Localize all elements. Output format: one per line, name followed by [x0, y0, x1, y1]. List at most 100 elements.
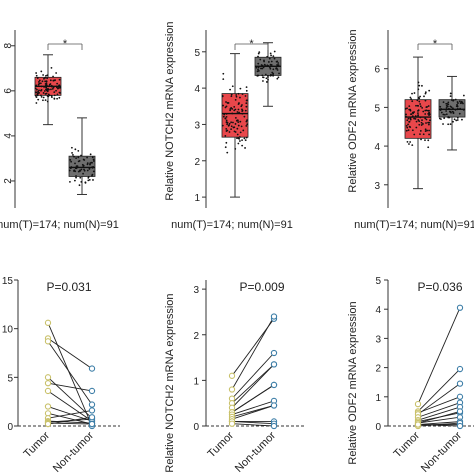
tumor-point	[414, 421, 422, 428]
data-point	[424, 113, 427, 115]
non-tumor-point	[456, 393, 464, 400]
data-point	[411, 100, 414, 103]
data-point	[448, 108, 451, 111]
data-point	[272, 55, 275, 58]
data-point	[424, 109, 427, 112]
data-point	[86, 169, 89, 172]
y-tick-label: 4	[375, 305, 381, 316]
data-point	[442, 123, 444, 125]
y-tick-label: 5	[374, 103, 380, 114]
data-point	[222, 115, 225, 118]
data-point	[244, 109, 247, 112]
data-point	[80, 154, 82, 157]
data-point	[445, 110, 448, 112]
data-point	[427, 123, 430, 126]
data-point	[451, 110, 454, 113]
data-point	[462, 108, 465, 111]
data-point	[428, 129, 431, 132]
data-point	[56, 82, 59, 85]
data-point	[245, 99, 248, 102]
data-point	[235, 95, 238, 98]
data-point	[246, 123, 249, 126]
data-point	[43, 90, 46, 92]
pair-line	[231, 420, 275, 425]
data-point	[70, 160, 73, 163]
data-point	[236, 133, 239, 136]
data-point	[242, 129, 245, 132]
data-point	[91, 166, 93, 169]
data-point	[76, 165, 79, 168]
data-point	[91, 156, 94, 159]
data-point	[42, 92, 45, 94]
data-point	[238, 136, 241, 138]
data-point	[417, 88, 420, 91]
data-point	[424, 139, 426, 142]
data-point	[405, 113, 407, 116]
pair-line	[417, 406, 461, 421]
data-point	[39, 82, 42, 85]
data-point	[46, 74, 49, 77]
data-point	[256, 70, 259, 73]
data-point	[92, 158, 95, 161]
data-point	[273, 57, 276, 60]
non-tumor-point	[270, 422, 278, 430]
y-tick-label: 0	[7, 422, 13, 433]
data-point	[244, 139, 247, 142]
data-point	[237, 142, 240, 145]
data-point	[404, 107, 407, 110]
data-point	[88, 167, 91, 170]
data-point	[53, 91, 56, 94]
data-point	[69, 159, 72, 161]
data-point	[442, 101, 445, 104]
data-point	[420, 138, 422, 141]
y-tick-label: 0	[193, 422, 199, 433]
data-point	[272, 68, 275, 71]
tumor-point	[228, 372, 236, 379]
data-point	[406, 119, 409, 122]
data-point	[417, 81, 420, 84]
y-axis-label: Relative ODF2 mRNA expression	[347, 29, 359, 192]
data-point	[405, 129, 408, 132]
data-point	[35, 84, 38, 87]
non-tumor-point	[456, 408, 464, 415]
data-point	[270, 54, 272, 57]
data-point	[83, 159, 86, 161]
data-point	[447, 116, 450, 118]
data-point	[424, 91, 427, 94]
data-point	[43, 86, 45, 88]
data-point	[69, 167, 72, 170]
box-N	[68, 155, 96, 177]
data-point	[259, 58, 262, 61]
pair-line	[417, 416, 461, 424]
pair-line	[231, 364, 275, 409]
data-point	[89, 162, 92, 165]
data-point	[425, 122, 427, 124]
data-point	[71, 152, 73, 154]
data-point	[38, 82, 41, 85]
data-point	[238, 137, 241, 140]
non-tumor-point	[88, 401, 96, 408]
data-point	[221, 95, 224, 98]
significance-star: *	[433, 38, 438, 50]
data-point	[225, 112, 228, 115]
data-point	[222, 78, 225, 80]
significance-star: *	[249, 38, 254, 50]
pair-line	[417, 307, 461, 405]
data-point	[421, 84, 423, 87]
data-point	[237, 121, 240, 124]
data-point	[269, 52, 272, 55]
data-point	[238, 111, 240, 114]
pair-line	[231, 352, 275, 399]
data-point	[270, 60, 273, 63]
data-point	[421, 119, 423, 121]
data-point	[452, 112, 455, 115]
data-point	[428, 113, 431, 116]
data-point	[277, 76, 280, 79]
data-point	[87, 176, 90, 179]
data-point	[447, 103, 450, 106]
data-point	[87, 179, 90, 182]
data-point	[452, 107, 454, 110]
non-tumor-point	[88, 365, 96, 372]
data-point	[439, 109, 442, 111]
data-point	[263, 59, 265, 62]
